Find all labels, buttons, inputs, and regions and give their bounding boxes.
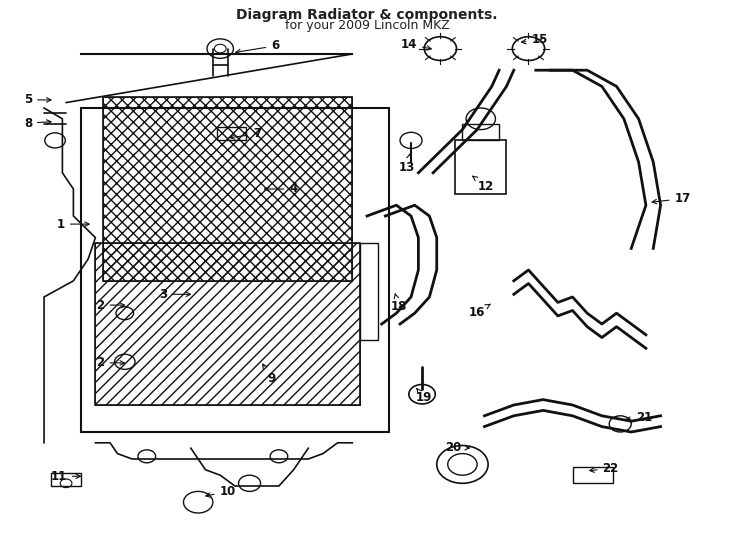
Text: 2: 2 bbox=[96, 299, 125, 312]
Bar bbox=[573, 467, 613, 483]
Text: 10: 10 bbox=[206, 485, 236, 498]
Text: 14: 14 bbox=[401, 38, 432, 51]
Text: for your 2009 Lincoln MKZ: for your 2009 Lincoln MKZ bbox=[285, 19, 449, 32]
Text: 4: 4 bbox=[264, 183, 298, 195]
Bar bbox=[95, 243, 360, 405]
Text: 16: 16 bbox=[469, 304, 490, 319]
Text: 1: 1 bbox=[57, 218, 90, 231]
Text: 8: 8 bbox=[23, 117, 51, 130]
Text: 3: 3 bbox=[159, 288, 191, 301]
Text: 7: 7 bbox=[230, 127, 261, 140]
Text: 15: 15 bbox=[521, 33, 548, 46]
Bar bbox=[455, 140, 506, 194]
Bar bbox=[360, 243, 378, 340]
Bar bbox=[462, 124, 499, 140]
Bar bbox=[51, 472, 81, 486]
Text: 18: 18 bbox=[390, 294, 407, 313]
Bar bbox=[103, 97, 352, 281]
Bar bbox=[217, 127, 246, 140]
Text: 19: 19 bbox=[416, 388, 432, 404]
Text: 21: 21 bbox=[625, 411, 653, 424]
Text: 2: 2 bbox=[96, 356, 125, 369]
Text: 5: 5 bbox=[23, 93, 51, 106]
Text: 11: 11 bbox=[51, 470, 81, 483]
Bar bbox=[81, 108, 389, 432]
Text: 20: 20 bbox=[445, 441, 470, 454]
Text: Diagram Radiator & components.: Diagram Radiator & components. bbox=[236, 8, 498, 22]
Text: 13: 13 bbox=[399, 154, 415, 174]
Bar bbox=[95, 243, 360, 405]
Text: 6: 6 bbox=[236, 39, 280, 54]
Text: 17: 17 bbox=[652, 192, 691, 205]
Text: 9: 9 bbox=[263, 364, 276, 384]
Bar bbox=[103, 97, 352, 281]
Text: 22: 22 bbox=[589, 462, 619, 475]
Text: 12: 12 bbox=[473, 176, 494, 193]
